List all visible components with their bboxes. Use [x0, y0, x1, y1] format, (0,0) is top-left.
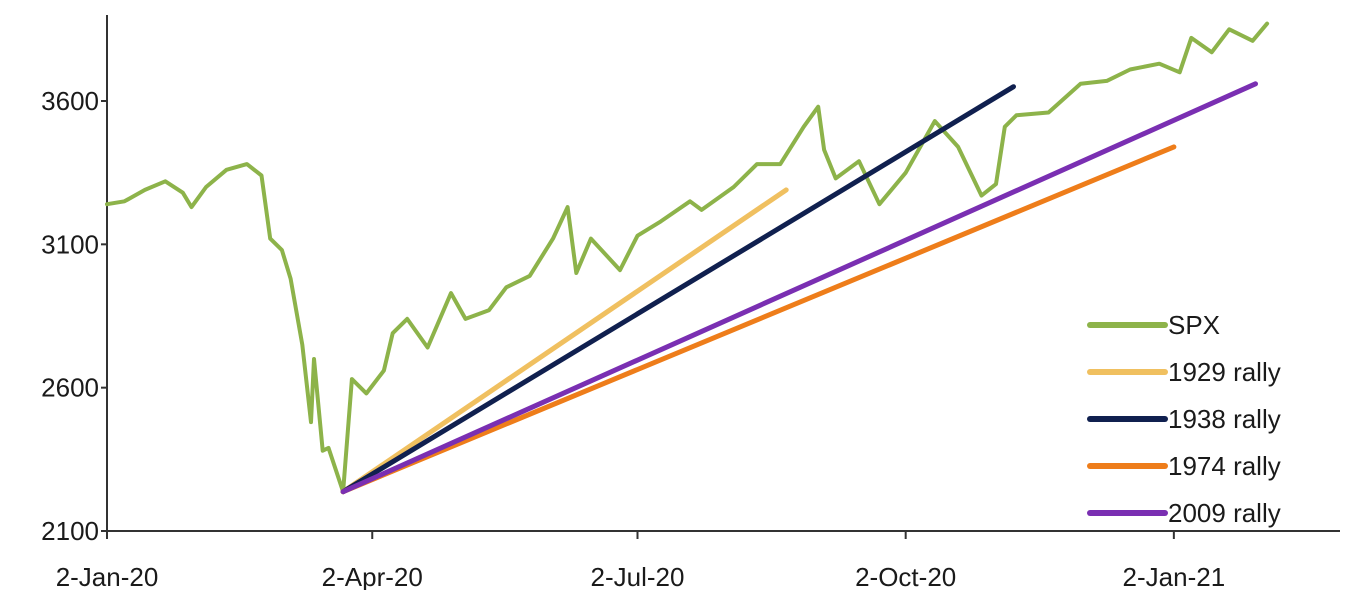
- legend-label-2009-rally: 2009 rally: [1168, 498, 1281, 528]
- series-line-spx: [105, 21, 1270, 494]
- x-tick-label: 2-Apr-20: [322, 562, 423, 590]
- series-line-2009-rally: [340, 81, 1258, 495]
- legend-label-spx: SPX: [1168, 310, 1220, 340]
- legend-label-1929-rally: 1929 rally: [1168, 357, 1281, 387]
- series-lines: [105, 21, 1270, 495]
- legend-label-1974-rally: 1974 rally: [1168, 451, 1281, 481]
- legend: SPX 1929 rally 1938 rally 1974 rally 2009 ra…: [1087, 310, 1281, 528]
- x-tick-label: 2-Jan-20: [56, 562, 159, 590]
- legend-label-1938-rally: 1938 rally: [1168, 404, 1281, 434]
- x-axis-ticks: 2-Jan-20 2-Apr-20 2-Jul-20 2-Oct-20 2-Jan-21: [56, 531, 1225, 590]
- x-tick-label: 2-Jul-20: [591, 562, 685, 590]
- y-tick-label: 2600: [41, 373, 99, 403]
- y-tick-label: 3100: [41, 229, 99, 259]
- y-tick-label: 2100: [41, 516, 99, 546]
- series-line-1974-rally: [340, 144, 1177, 495]
- x-tick-label: 2-Jan-21: [1123, 562, 1226, 590]
- y-tick-label: 3600: [41, 86, 99, 116]
- y-axis-ticks: 2100 2600 3100 3600: [41, 86, 107, 546]
- series-line-1938-rally: [340, 84, 1016, 495]
- series-line-1929-rally: [340, 187, 789, 495]
- x-tick-label: 2-Oct-20: [855, 562, 956, 590]
